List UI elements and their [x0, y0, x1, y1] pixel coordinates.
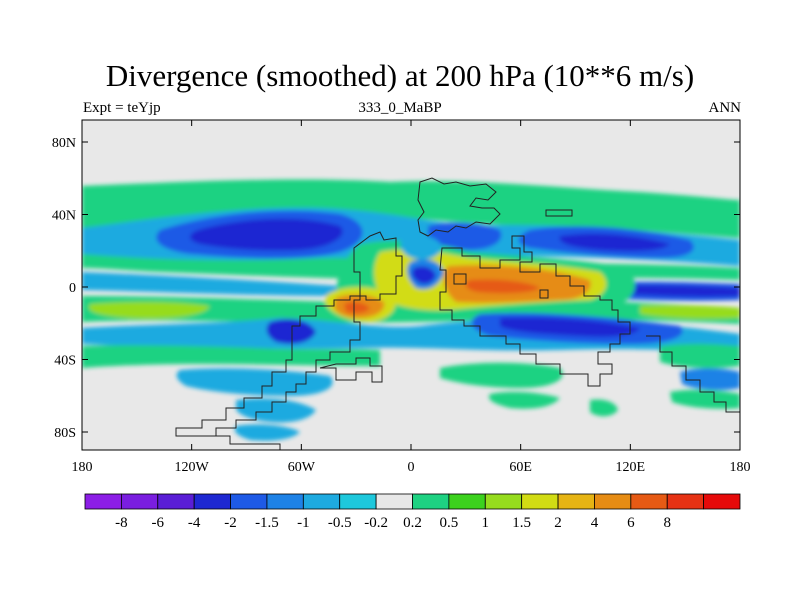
case-label: 333_0_MaBP — [358, 100, 442, 116]
colorbar-swatch — [521, 493, 559, 510]
contour-blue-south2 — [176, 368, 333, 396]
colorbar-swatch — [666, 493, 705, 510]
contour-darkblue-south-east — [500, 317, 640, 337]
y-tick-label: 80N — [52, 136, 76, 151]
experiment-label: Expt = teYjp — [83, 100, 161, 116]
coast-antarctic — [176, 435, 281, 450]
colorbar-swatch — [193, 493, 231, 510]
y-tick-label: 40S — [54, 354, 76, 369]
y-tick-label: 0 — [69, 281, 76, 296]
contour-blue-europe — [428, 222, 502, 250]
colorbar-label: 8 — [663, 515, 671, 531]
colorbar-swatch — [302, 493, 341, 510]
colorbar-label: -8 — [115, 515, 128, 531]
colorbar-label: 0.2 — [403, 515, 422, 531]
x-tick-label: 120E — [616, 460, 646, 475]
colorbar-swatch — [703, 493, 741, 510]
coastlines — [175, 177, 740, 450]
colorbar-label: 4 — [591, 515, 599, 531]
map-title: Divergence (smoothed) at 200 hPa (10**6 … — [105, 58, 695, 93]
colorbar-label: 6 — [627, 515, 635, 531]
colorbar-swatch — [557, 493, 595, 510]
colorbar-swatch — [157, 493, 195, 510]
coast-europe-block — [439, 235, 631, 387]
colorbar-label: 0.5 — [440, 515, 459, 531]
colorbar-swatch — [630, 493, 668, 510]
colorbar-label: -2 — [224, 515, 237, 531]
colorbar-swatch — [266, 493, 304, 510]
axis-ticks: 80N 40N 0 40S 80S 180 120W 60W 0 60E 120E 180 — [52, 120, 751, 475]
x-tick-label: 60W — [288, 460, 316, 475]
x-tick-label: 180 — [730, 460, 751, 475]
coast-west-continent — [175, 231, 403, 437]
contour-yellow-south-west — [88, 301, 210, 319]
contour-green-south-pacific — [660, 343, 740, 369]
contour-green-s-indian — [488, 391, 560, 409]
colorbar-label: 2 — [554, 515, 562, 531]
colorbar-swatch — [412, 493, 450, 510]
colorbar-label: -6 — [152, 515, 165, 531]
contour-green-s-pacific2 — [670, 389, 740, 409]
y-tick-label: 80S — [54, 426, 76, 441]
contour-red-atlantic — [344, 301, 370, 314]
contour-darkorange-africa — [465, 279, 540, 294]
contour-green-south2 — [82, 345, 380, 368]
x-tick-label: 120W — [175, 460, 210, 475]
contour-darkblue-africa-inner — [411, 266, 436, 284]
contour-darkblue-south-west — [266, 319, 316, 344]
contour-green-s-mid — [590, 399, 618, 417]
contour-darkblue-north — [190, 218, 343, 251]
colorbar-label: -0.2 — [364, 515, 388, 531]
contour-blue-south-deep — [234, 424, 300, 441]
contour-darkblue-pacific-east — [610, 285, 740, 297]
colorbar-label: -4 — [188, 515, 201, 531]
colorbar-label: 1 — [482, 515, 490, 531]
colorbar-swatch — [375, 493, 413, 510]
colorbar-swatch — [84, 493, 122, 510]
coast-island-east — [545, 209, 573, 217]
colorbar-swatch — [594, 493, 632, 510]
colorbar-swatch — [484, 493, 523, 510]
coast-australia-like — [646, 335, 740, 420]
colorbar-swatch — [120, 493, 159, 510]
colorbar-label: -0.5 — [328, 515, 352, 531]
contour-blue-sw-pacific — [680, 368, 740, 391]
contour-blue-eq — [82, 272, 340, 296]
contour-darkblue-ne — [559, 233, 670, 252]
contour-yellow-south-east — [640, 305, 740, 319]
x-tick-label: 180 — [72, 460, 93, 475]
x-tick-label: 0 — [408, 460, 415, 475]
divergence-field — [82, 179, 740, 441]
coast-island-mid — [539, 289, 549, 299]
coast-island-africa — [453, 273, 467, 285]
coast-north-continent — [417, 177, 501, 237]
colorbar-swatch — [448, 493, 486, 510]
colorbar-label: -1.5 — [255, 515, 279, 531]
contour-green-north — [82, 179, 740, 238]
colorbar-label: 1.5 — [512, 515, 531, 531]
y-tick-label: 40N — [52, 209, 76, 224]
season-label: ANN — [708, 100, 742, 116]
colorbar-label: -1 — [297, 515, 310, 531]
colorbar-swatch — [230, 493, 268, 510]
contour-cyan-africa — [400, 235, 442, 260]
coast-south-america — [319, 357, 383, 383]
x-tick-label: 60E — [509, 460, 532, 475]
colorbar-swatch — [339, 493, 377, 510]
contour-green-south-africa — [440, 362, 563, 388]
colorbar: -8 -6 -4 -2 -1.5 -1 -0.5 -0.2 0.2 0.5 1 1.5 2 4 6 8 — [84, 493, 741, 531]
